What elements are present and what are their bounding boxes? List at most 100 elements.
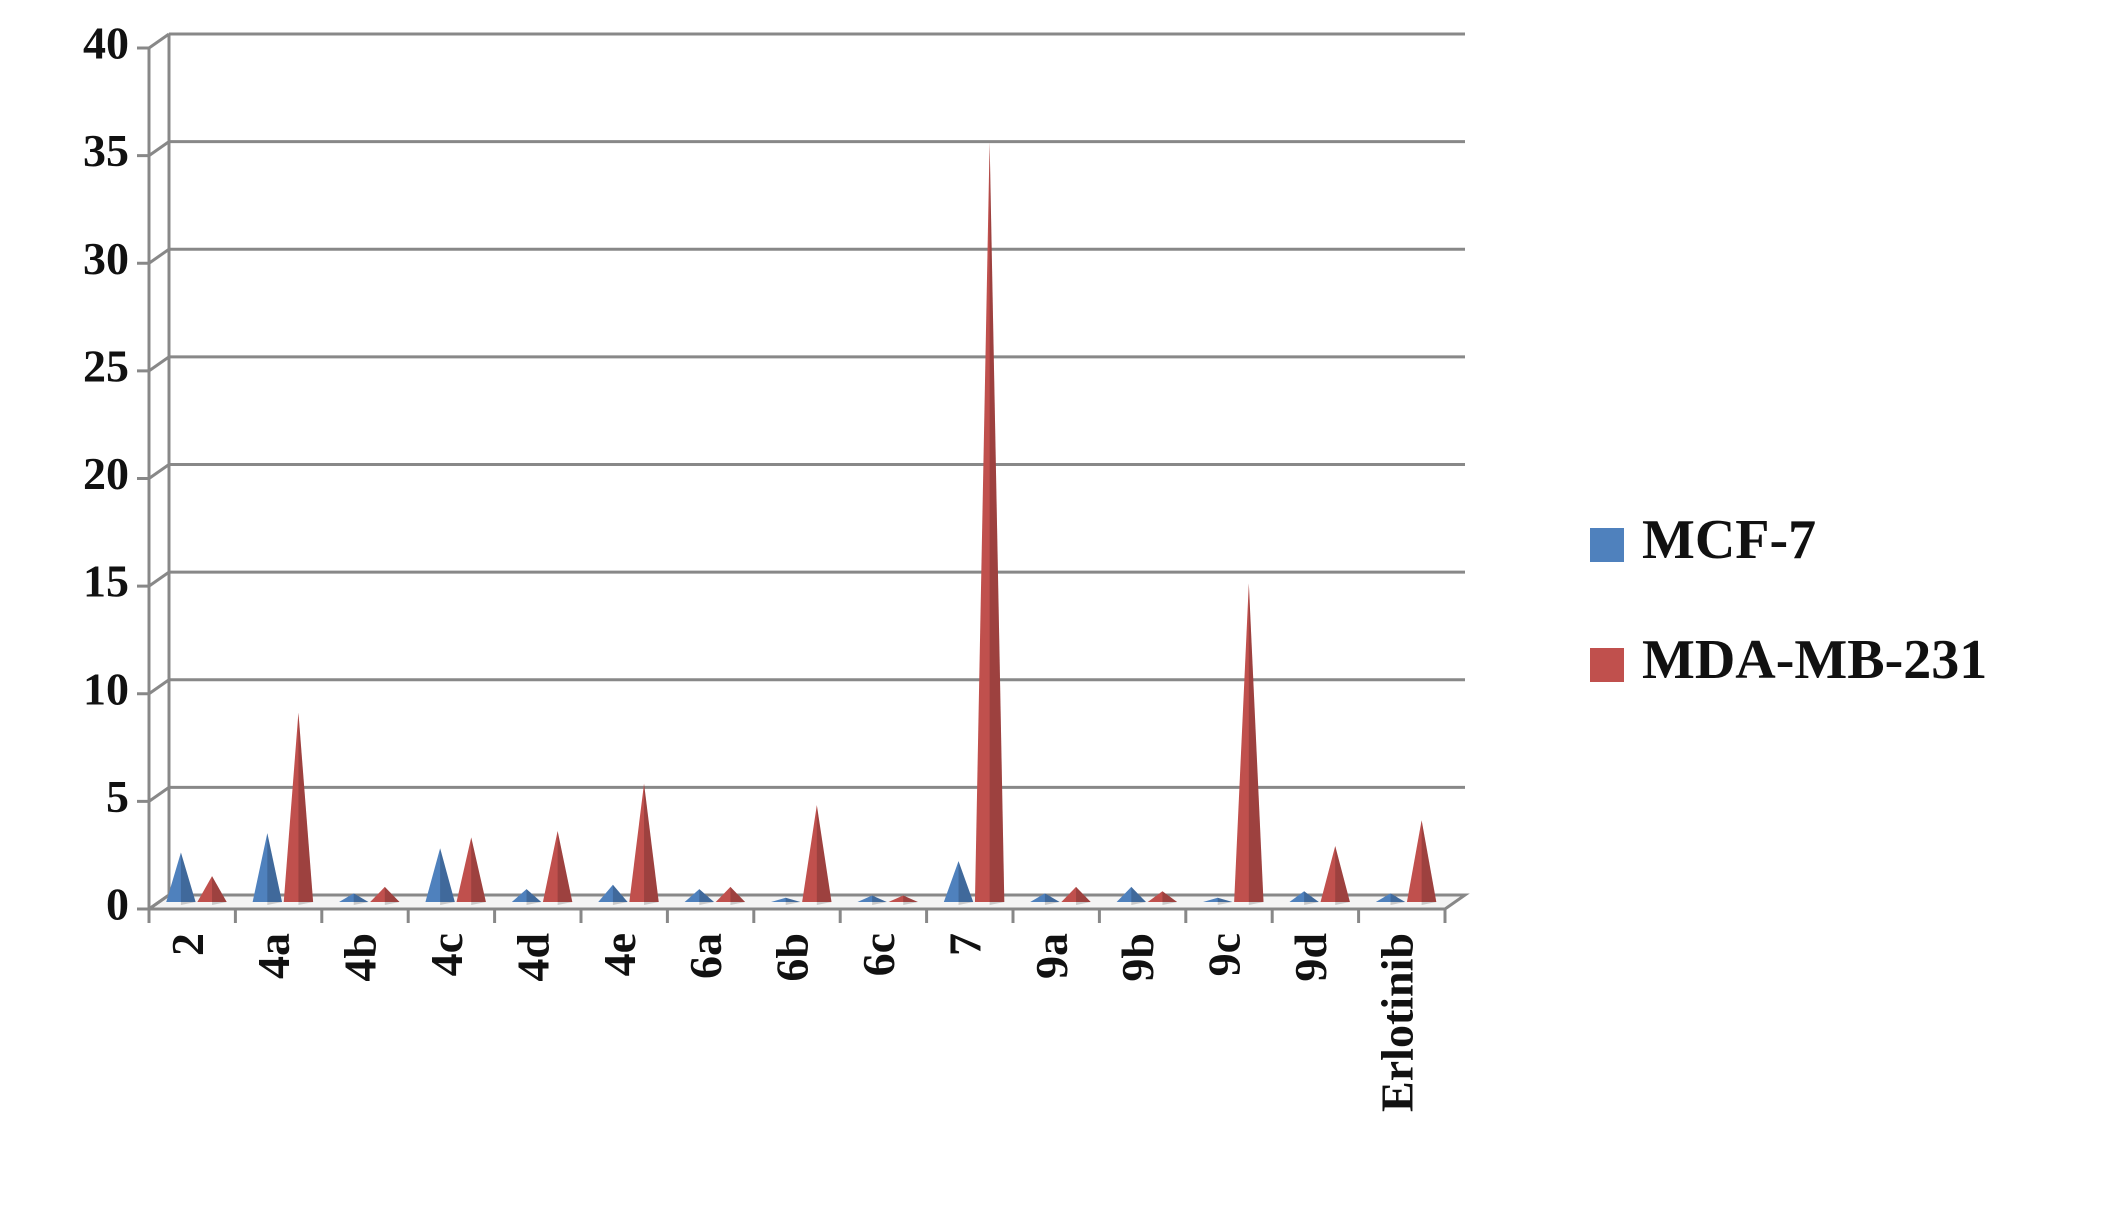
cone-body (166, 852, 196, 902)
cone-shade (1076, 886, 1091, 905)
cone-shade (1131, 886, 1147, 905)
cone-shade (903, 895, 918, 905)
cone-shade (644, 783, 659, 905)
cone-body (425, 848, 455, 902)
cone-shade (1217, 897, 1233, 905)
cone-body (943, 861, 974, 902)
cone (715, 886, 746, 905)
grid-depth (148, 786, 170, 803)
x-tick-label: 4e (594, 933, 645, 976)
cone (974, 142, 1005, 906)
cone (1375, 893, 1406, 905)
cone (1406, 820, 1437, 905)
x-tick-label: 6c (853, 933, 904, 976)
grid-depth (148, 248, 170, 265)
cone-body (370, 886, 400, 902)
cone-shade (699, 889, 715, 905)
cone-shade (612, 884, 628, 905)
y-tick-label: 0 (106, 879, 129, 930)
x-tick-label: 2 (162, 933, 213, 956)
cone-shade (267, 833, 283, 905)
cone-body (1289, 891, 1319, 902)
y-tick-label: 10 (83, 663, 129, 714)
cone-shade (526, 889, 542, 905)
legend-label: MCF-7 (1642, 509, 1816, 571)
cone (1061, 886, 1091, 905)
cone-shade (1335, 846, 1350, 905)
cone-shade (440, 848, 455, 905)
cone-body (456, 837, 486, 902)
cone-shade (180, 852, 196, 905)
x-tick-label: 4c (421, 933, 472, 976)
cone (1234, 583, 1264, 905)
cone (252, 833, 283, 905)
cone-shade (471, 837, 486, 905)
cone-body (252, 833, 283, 902)
y-tick-label: 40 (83, 18, 129, 69)
cone-body (1320, 846, 1350, 902)
grid-depth (148, 32, 170, 50)
y-tick-label: 5 (106, 771, 129, 822)
cone-shade (730, 886, 746, 905)
grid-depth (148, 140, 170, 157)
cone (888, 895, 918, 905)
y-tick-label: 35 (83, 125, 129, 176)
cone-body (715, 886, 746, 902)
cone (511, 889, 542, 905)
cone-body (1203, 897, 1233, 902)
cone (425, 848, 455, 905)
cone (197, 876, 227, 905)
y-tick-label: 30 (83, 233, 129, 284)
cone (339, 893, 369, 905)
cone (771, 897, 801, 905)
x-tick-label: 6a (680, 933, 731, 979)
cone-shade (557, 830, 573, 905)
x-tick-label: 6b (767, 933, 818, 982)
cone (598, 884, 628, 905)
cone-shade (298, 712, 314, 905)
cone (370, 886, 400, 905)
legend-swatch (1590, 648, 1624, 682)
x-tick-label: 9a (1026, 933, 1077, 979)
y-tick-label: 20 (83, 448, 129, 499)
cone-shade (384, 886, 400, 905)
cone-body (339, 893, 369, 902)
legend-swatch (1590, 528, 1624, 562)
cone-shade (1044, 893, 1060, 905)
cone (1147, 891, 1178, 905)
cone-body (1030, 893, 1060, 902)
cone-body (802, 805, 832, 902)
cone-body (857, 895, 887, 902)
cone-shade (1304, 891, 1319, 905)
cone-shade (1390, 893, 1406, 905)
x-tick-label: Erlotinib (1371, 933, 1422, 1112)
cone-body (1375, 893, 1406, 902)
cone-shade (1248, 583, 1264, 905)
y-tick-label: 15 (83, 556, 129, 607)
cone-body (598, 884, 628, 902)
cone (1320, 846, 1350, 905)
grid-depth (148, 463, 170, 480)
cone (1116, 886, 1147, 905)
cone-shade (872, 895, 887, 905)
cone (1030, 893, 1060, 905)
cone (283, 712, 314, 905)
cone (943, 861, 974, 905)
x-tick-label: 4a (248, 933, 299, 979)
cone-body (1406, 820, 1437, 902)
cone (802, 805, 832, 905)
cone-body (684, 889, 715, 902)
cone-body (197, 876, 227, 902)
cone-body (511, 889, 542, 902)
cone-shade (785, 897, 801, 905)
cone-body (283, 712, 314, 902)
cone (542, 830, 573, 905)
cone-body (888, 895, 918, 902)
grid-depth (148, 678, 170, 695)
grid-depth (148, 893, 170, 911)
x-tick-label: 9d (1285, 933, 1336, 982)
cone (1203, 897, 1233, 905)
y-tick-label: 25 (83, 340, 129, 391)
cone-body (771, 897, 801, 902)
